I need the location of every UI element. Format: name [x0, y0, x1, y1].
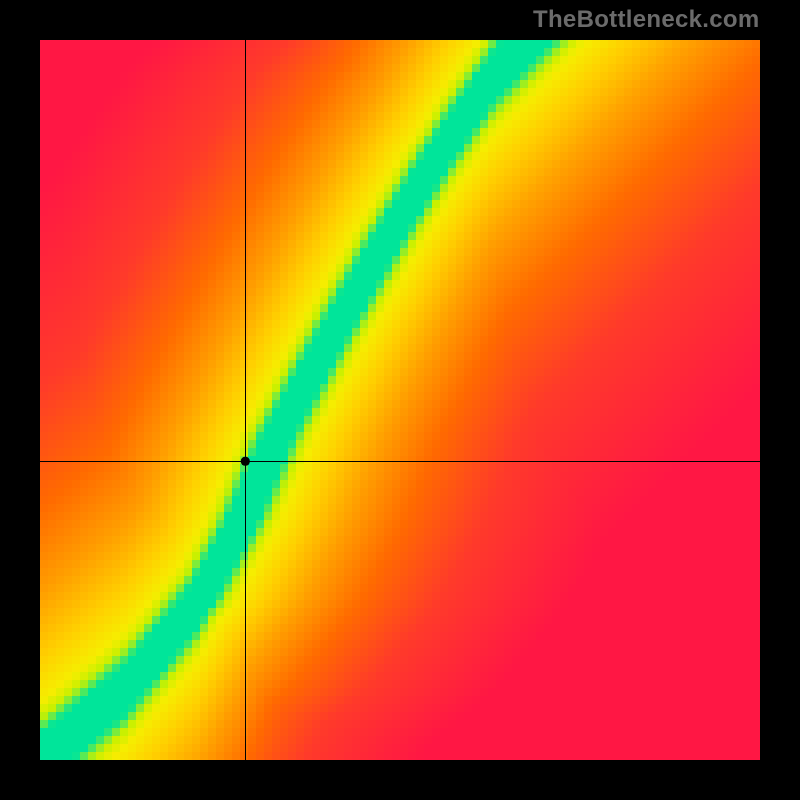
heatmap-plot [40, 40, 760, 760]
crosshair-horizontal [40, 461, 760, 462]
heatmap-canvas [40, 40, 760, 760]
crosshair-vertical [245, 40, 246, 760]
chart-frame: TheBottleneck.com [0, 0, 800, 800]
attribution-label: TheBottleneck.com [533, 6, 759, 34]
